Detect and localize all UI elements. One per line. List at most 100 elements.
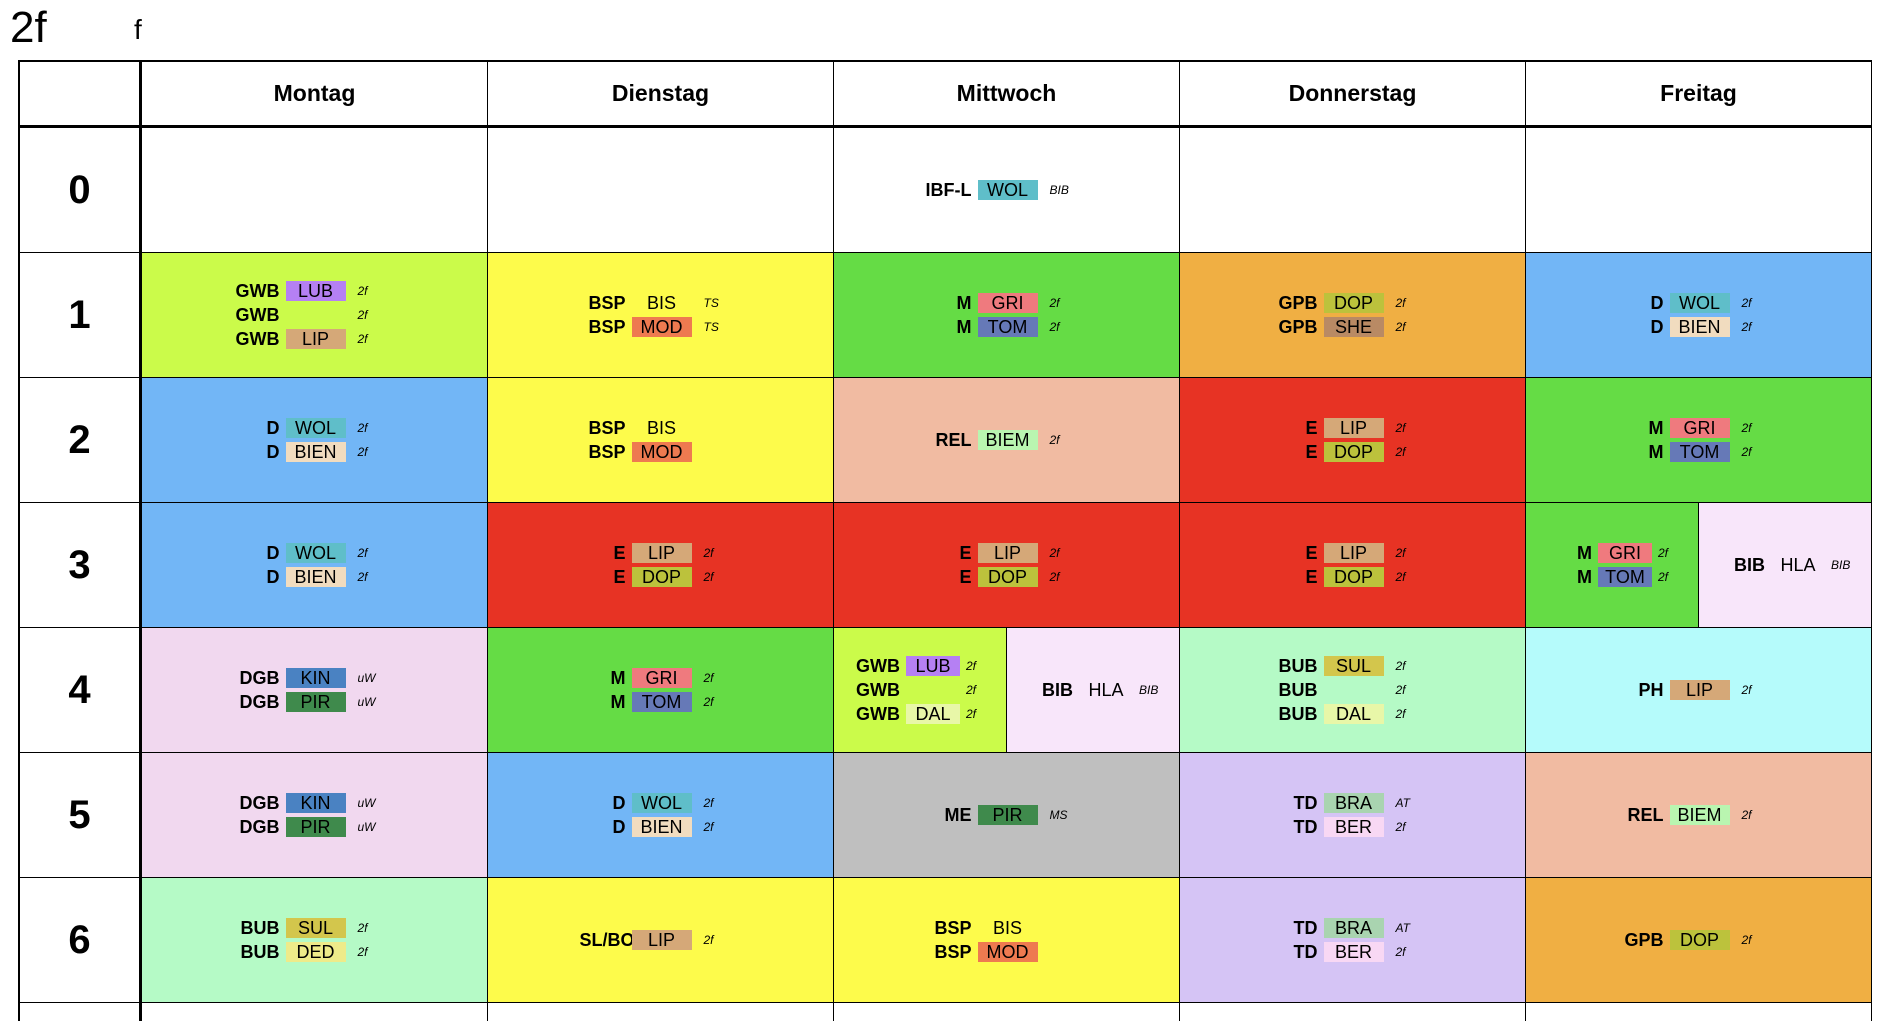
room-code: 2f (1395, 445, 1406, 459)
teacher-code: BIS (992, 918, 1022, 938)
teacher-code: TOM (1598, 567, 1652, 587)
teacher-code: TOM (977, 317, 1038, 337)
lesson-slot[interactable]: DGB KIN uW DGB PIR uW (142, 628, 488, 753)
teacher-code: BIEN (1669, 317, 1730, 337)
lesson-slot[interactable]: BUB SUL 2f BUB 2f BUB DAL 2f (1180, 628, 1526, 753)
lesson-entry: BUB SUL 2f (234, 917, 396, 939)
room-code: 2f (1049, 320, 1060, 334)
room-code: 2f (1395, 320, 1406, 334)
lesson-slot[interactable] (1526, 128, 1872, 253)
teacher-code: PIR (285, 817, 346, 837)
room-code: 2f (1395, 296, 1406, 310)
day-header: Freitag (1526, 62, 1872, 128)
lesson-slot[interactable]: E LIP 2f E DOP 2f (1180, 378, 1526, 503)
lesson-slot[interactable]: M GRI 2f M TOM 2f (1526, 378, 1872, 503)
lesson-slot[interactable]: M GRI 2f M TOM 2f (834, 253, 1180, 378)
lesson-slot[interactable]: IBF-L WOL BIB (834, 128, 1180, 253)
lesson-slot[interactable]: GWB LUB 2f GWB 2f GWB DAL 2f BIB HLA BIB (834, 628, 1180, 753)
lesson-entry: BSP MOD (926, 941, 1088, 963)
lesson-entry: E LIP 2f (1272, 542, 1434, 564)
lesson-slot[interactable]: BSP BIS BSP MOD (488, 378, 834, 503)
teacher-code: SHE (1323, 317, 1384, 337)
lesson-part: M GRI 2f M TOM 2f (1526, 503, 1698, 627)
teacher-code: SUL (285, 918, 346, 938)
lesson-slot[interactable]: M GRI 2f M TOM 2f BIB HLA BIB (1526, 503, 1872, 628)
subject-code: DGB (239, 667, 280, 688)
subject-code: GWB (235, 304, 280, 325)
subject-code: PH (1638, 679, 1664, 700)
lesson-slot[interactable]: TD BRA AT TD BER 2f (1180, 878, 1526, 1003)
subject-code: E (613, 542, 626, 563)
subject-code: D (266, 566, 280, 587)
corner-cell (20, 62, 142, 128)
lesson-slot[interactable] (1180, 128, 1526, 253)
room-code: 2f (1658, 546, 1669, 560)
lesson-slot[interactable]: D WOL 2f D BIEN 2f (1526, 253, 1872, 378)
lesson-slot[interactable]: REL BIEM 2f (834, 378, 1180, 503)
lesson-slot[interactable]: E LIP 2f E DOP 2f (1180, 503, 1526, 628)
teacher-code: PIR (285, 692, 346, 712)
subject-code: D (266, 441, 280, 462)
lesson-entry: DGB KIN uW (234, 792, 396, 814)
room-code: 2f (1658, 570, 1669, 584)
lesson-slot[interactable]: ME PIR MS (834, 753, 1180, 878)
teacher-code: DAL (906, 704, 960, 724)
lesson-slot[interactable]: D WOL 2f D BIEN 2f (142, 503, 488, 628)
lesson-slot[interactable]: GWB LUB 2f GWB 2f GWB LIP 2f (142, 253, 488, 378)
subject-code: BSP (588, 292, 626, 313)
subject-code: TD (1293, 792, 1318, 813)
room-code: 2f (1395, 421, 1406, 435)
lesson-entry: D BIEN 2f (234, 566, 396, 588)
lesson-entry: TD BRA AT (1272, 792, 1434, 814)
room-code: 2f (703, 695, 714, 709)
teacher-code: KIN (285, 793, 346, 813)
lesson-entry: D BIEN 2f (234, 441, 396, 463)
lesson-slot[interactable]: BSP BIS BSP MOD (834, 878, 1180, 1003)
lesson-slot[interactable]: GPB DOP 2f (1526, 878, 1872, 1003)
lesson-slot[interactable]: D WOL 2f D BIEN 2f (488, 753, 834, 878)
lesson-part: GPB DOP 2f GPB SHE 2f (1180, 253, 1525, 377)
lesson-slot[interactable]: SL/BO LIP 2f (488, 878, 834, 1003)
subject-code: E (959, 542, 972, 563)
subject-code: BSP (588, 316, 626, 337)
room-code: 2f (1741, 933, 1752, 947)
lesson-slot[interactable]: BSP BIS TS BSP MOD TS (488, 253, 834, 378)
subject-code: M (610, 667, 626, 688)
subject-code: BSP (934, 941, 972, 962)
lesson-slot[interactable]: BUB SUL 2f BUB DED 2f (142, 878, 488, 1003)
lesson-entry: GWB LIP 2f (234, 328, 396, 350)
lesson-entry: TD BER 2f (1272, 941, 1434, 963)
lesson-slot[interactable]: GPB DOP 2f GPB SHE 2f (1180, 253, 1526, 378)
lesson-entry: D WOL 2f (234, 417, 396, 439)
room-code: 2f (1395, 570, 1406, 584)
lesson-slot[interactable]: PH LIP 2f (1526, 628, 1872, 753)
row-continuation (1180, 1003, 1526, 1021)
subject-code: BUB (240, 941, 280, 962)
lesson-slot[interactable]: E LIP 2f E DOP 2f (488, 503, 834, 628)
lesson-part: PH LIP 2f (1526, 628, 1871, 752)
subject-code: M (610, 691, 626, 712)
lesson-slot[interactable]: REL BIEM 2f (1526, 753, 1872, 878)
lesson-slot[interactable]: DGB KIN uW DGB PIR uW (142, 753, 488, 878)
teacher-code: BER (1323, 942, 1384, 962)
period-number: 0 (20, 128, 142, 253)
subject-code: BSP (588, 417, 626, 438)
subject-code: DGB (239, 691, 280, 712)
lesson-entry: D WOL 2f (1618, 292, 1780, 314)
lesson-slot[interactable]: TD BRA AT TD BER 2f (1180, 753, 1526, 878)
lesson-entry: GWB 2f (854, 679, 986, 701)
lesson-slot[interactable] (488, 128, 834, 253)
subject-code: BUB (1278, 703, 1318, 724)
room-code: 2f (966, 683, 977, 697)
lesson-slot[interactable]: M GRI 2f M TOM 2f (488, 628, 834, 753)
lesson-slot[interactable] (142, 128, 488, 253)
lesson-slot[interactable]: D WOL 2f D BIEN 2f (142, 378, 488, 503)
lesson-entry: D WOL 2f (234, 542, 396, 564)
lesson-part: SL/BO LIP 2f (488, 878, 833, 1002)
subject-code: GWB (235, 280, 280, 301)
teacher-code: LIP (1323, 418, 1384, 438)
subject-code: DGB (239, 792, 280, 813)
lesson-slot[interactable]: E LIP 2f E DOP 2f (834, 503, 1180, 628)
lesson-entry: GPB SHE 2f (1272, 316, 1434, 338)
lesson-part (1526, 128, 1871, 252)
